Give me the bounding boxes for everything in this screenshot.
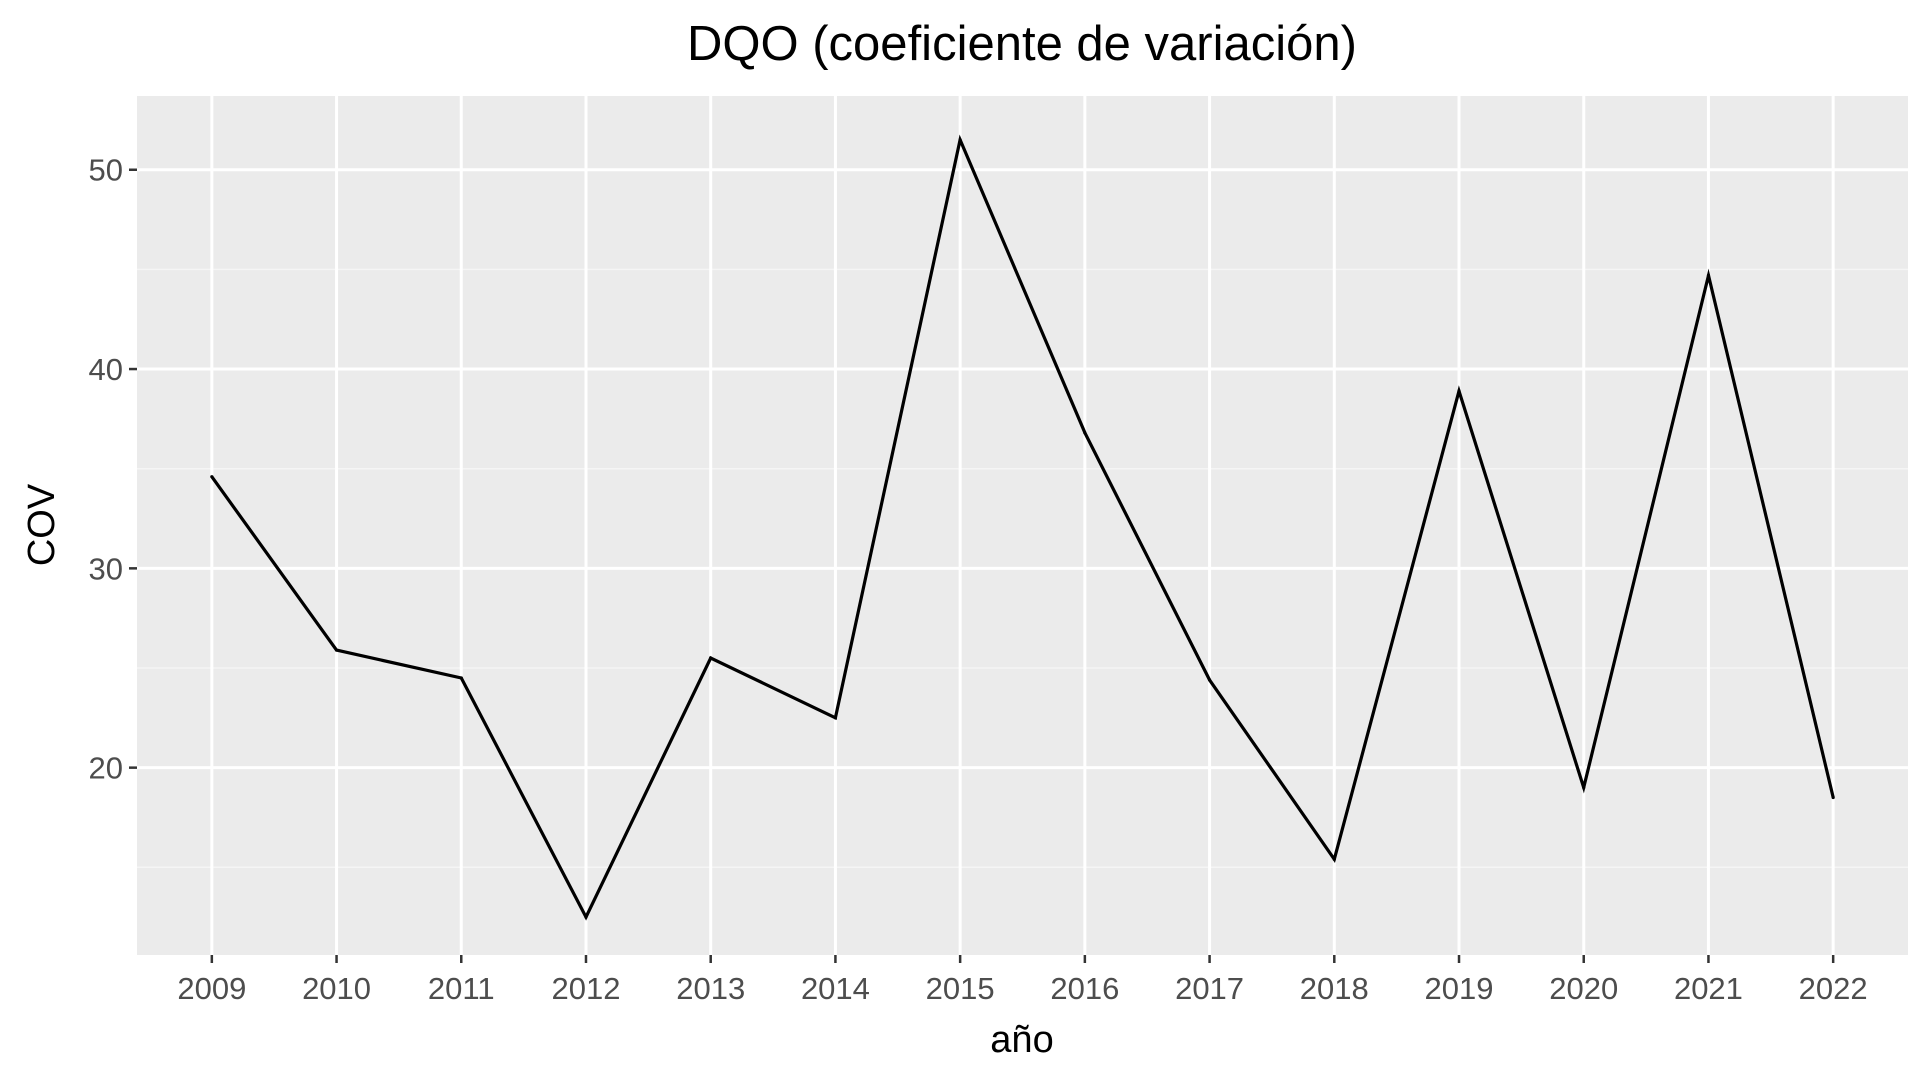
- data-point-2013: [709, 656, 713, 660]
- x-tick-label-2015: 2015: [926, 971, 995, 1006]
- y-tick-label-50: 50: [89, 153, 123, 188]
- data-point-2010: [334, 648, 339, 652]
- x-tick-label-2021: 2021: [1674, 971, 1743, 1006]
- x-tick-label-2017: 2017: [1175, 971, 1244, 1006]
- data-point-2018: [1332, 857, 1336, 861]
- x-tick-label-2009: 2009: [177, 971, 246, 1006]
- y-axis-title: COV: [21, 483, 63, 566]
- series-line-0: [210, 134, 1835, 921]
- data-point-2022: [1831, 795, 1835, 800]
- data-point-2016: [1083, 431, 1087, 435]
- series-layer: [210, 134, 1835, 921]
- y-tick-label-40: 40: [89, 352, 123, 387]
- x-axis: 2009 2010 2011 2012 2013 2014 2015 2016 2017 2018…: [177, 955, 1868, 1006]
- data-point-2019: [1457, 389, 1461, 393]
- data-point-2020: [1582, 785, 1586, 790]
- data-point-2012: [584, 915, 588, 919]
- x-tick-label-2019: 2019: [1425, 971, 1494, 1006]
- y-axis: 20 30 40 50: [89, 153, 137, 786]
- x-tick-label-2014: 2014: [801, 971, 870, 1006]
- x-tick-label-2022: 2022: [1799, 971, 1868, 1006]
- data-point-2009: [210, 475, 214, 479]
- x-tick-label-2013: 2013: [676, 971, 745, 1006]
- x-axis-title: año: [990, 1019, 1053, 1061]
- y-tick-label-30: 30: [89, 551, 123, 586]
- x-tick-label-2020: 2020: [1549, 971, 1618, 1006]
- x-tick-label-2011: 2011: [428, 971, 495, 1006]
- plot-panel: [137, 96, 1908, 955]
- x-tick-label-2012: 2012: [552, 971, 621, 1006]
- data-point-2011: [459, 676, 463, 680]
- data-point-2017: [1207, 678, 1212, 682]
- data-point-2015: [958, 138, 962, 142]
- data-point-2021: [1706, 273, 1711, 277]
- x-tick-label-2016: 2016: [1050, 971, 1119, 1006]
- major-grid: [137, 96, 1908, 955]
- y-tick-label-20: 20: [89, 751, 123, 786]
- x-tick-label-2018: 2018: [1300, 971, 1369, 1006]
- x-tick-label-2010: 2010: [302, 971, 371, 1006]
- data-point-2014: [833, 716, 838, 720]
- chart-title: DQO (coeficiente de variación): [687, 17, 1357, 71]
